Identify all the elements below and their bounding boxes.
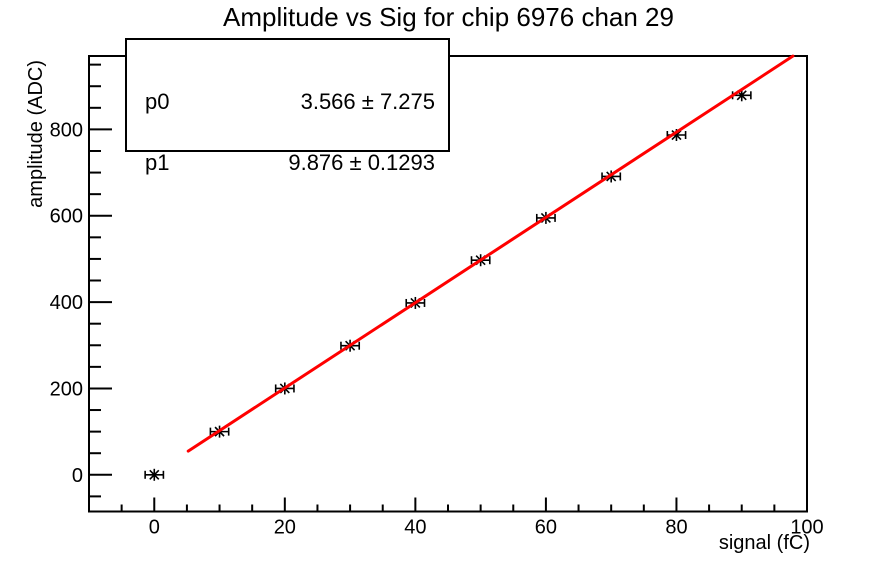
- y-tick-label: 400: [50, 292, 83, 314]
- x-tick-label: 60: [535, 517, 557, 539]
- plot-title: Amplitude vs Sig for chip 6976 chan 29: [223, 2, 674, 32]
- x-axis-title: signal (fC): [719, 532, 810, 554]
- data-point-marker: [144, 468, 165, 481]
- fit-param-value: 3.566 ± 7.275: [300, 89, 435, 114]
- fit-param-value: 9.876 ± 0.1293: [288, 150, 435, 175]
- marker-spoke: [149, 469, 160, 480]
- x-tick-label: 100: [790, 517, 823, 539]
- x-tick-label: 40: [404, 517, 426, 539]
- x-tick-label: 20: [274, 517, 296, 539]
- marker-spoke: [736, 90, 747, 101]
- stats-row-p0: p0 3.566 ± 7.275: [127, 89, 448, 115]
- y-tick-label: 600: [50, 206, 83, 228]
- y-tick-label: 800: [50, 119, 83, 141]
- y-tick-label: 200: [50, 378, 83, 400]
- x-tick-label: 0: [149, 517, 160, 539]
- y-axis-title: amplitude (ADC): [25, 60, 47, 208]
- fit-param-name: p1: [145, 150, 170, 175]
- stats-row-p1: p1 9.876 ± 0.1293: [127, 150, 448, 176]
- fit-stats-box: p0 3.566 ± 7.275 p1 9.876 ± 0.1293: [125, 38, 450, 175]
- fit-line: [186, 54, 795, 453]
- marker-spoke: [671, 129, 682, 141]
- x-tick-label: 80: [665, 517, 687, 539]
- fit-param-name: p0: [145, 89, 170, 114]
- y-tick-label: 0: [72, 465, 83, 487]
